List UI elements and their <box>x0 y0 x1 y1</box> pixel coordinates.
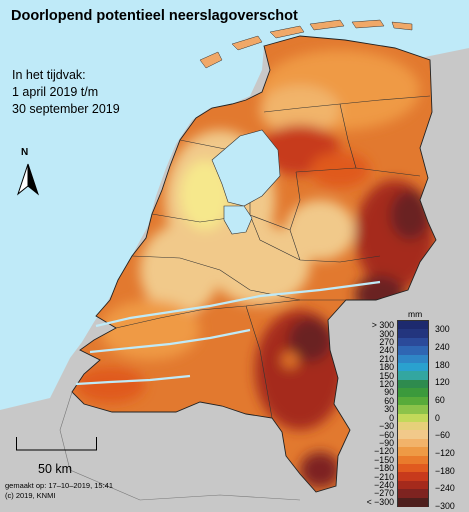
legend-swatch <box>398 321 428 330</box>
scale-label: 50 km <box>38 462 73 476</box>
period-text: In het tijdvak: 1 april 2019 t/m 30 sept… <box>12 67 120 118</box>
legend-label-left: > 300 <box>371 320 394 331</box>
legend-swatch <box>398 421 428 431</box>
legend-label-right: −120 <box>435 448 455 459</box>
legend-label-left: 270 <box>379 337 394 348</box>
legend-swatch <box>398 405 428 415</box>
legend-label-left: −180 <box>374 463 394 474</box>
wadden-islands <box>199 19 413 69</box>
legend-label-left: 180 <box>379 362 394 373</box>
legend-label-left: −240 <box>374 479 394 490</box>
scale-bar <box>16 437 97 451</box>
legend-label-left: −210 <box>374 471 394 482</box>
legend-label-left: −90 <box>379 437 394 448</box>
legend-label-left: 90 <box>384 387 394 398</box>
rivers <box>75 280 381 386</box>
legend-label-left: −120 <box>374 446 394 457</box>
legend-swatch <box>398 379 428 389</box>
color-legend: mm > 300 300 270 240 210 180 150 120 90 60 30 0 −30−… <box>363 306 469 512</box>
ijsselmeer <box>211 129 281 207</box>
legend-label-left: < −300 <box>366 496 394 507</box>
legend-swatch <box>398 346 428 356</box>
north-sea <box>0 0 469 410</box>
legend-label-right: 120 <box>435 377 450 388</box>
legend-label-left: 240 <box>379 345 394 356</box>
period-line-1: In het tijdvak: <box>12 68 86 82</box>
legend-swatch <box>398 388 428 398</box>
legend-swatch <box>398 447 428 457</box>
legend-swatch <box>398 371 428 381</box>
legend-swatch <box>398 354 428 364</box>
legend-label-left: 120 <box>379 379 394 390</box>
north-arrow-icon <box>16 163 40 196</box>
legend-swatch <box>398 463 428 473</box>
legend-label-right: −240 <box>435 483 455 494</box>
period-line-3: 30 september 2019 <box>12 102 120 116</box>
legend-swatch <box>398 363 428 373</box>
legend-label-right: −180 <box>435 465 455 476</box>
legend-label-right: 180 <box>435 359 450 370</box>
legend-unit: mm <box>408 309 423 319</box>
foreign-border <box>59 391 301 501</box>
legend-swatch <box>398 413 428 423</box>
legend-swatch <box>398 472 428 482</box>
copyright-text: (c) 2019, KNMI <box>5 491 56 500</box>
north-label: N <box>21 147 29 158</box>
map-title: Doorlopend potentieel neerslagoverschot <box>11 8 298 24</box>
period-line-2: 1 april 2019 t/m <box>12 85 99 99</box>
legend-label-left: −60 <box>379 429 394 440</box>
legend-swatch <box>398 438 428 448</box>
country-outline <box>71 35 437 493</box>
legend-label-right: 300 <box>435 324 450 335</box>
legend-colorbar <box>397 320 429 507</box>
legend-label-left: −30 <box>379 421 394 432</box>
legend-swatch <box>398 329 428 339</box>
legend-label-left: 210 <box>379 353 394 364</box>
legend-label-right: 240 <box>435 342 450 353</box>
legend-label-left: 300 <box>379 328 394 339</box>
legend-label-left: −150 <box>374 454 394 465</box>
legend-label-right: −60 <box>435 430 450 441</box>
legend-swatch <box>398 337 428 347</box>
legend-label-right: 0 <box>435 412 440 423</box>
markermeer <box>223 205 253 235</box>
legend-swatch <box>398 455 428 465</box>
legend-swatch <box>398 497 428 507</box>
legend-swatch <box>398 396 428 406</box>
legend-label-left: 150 <box>379 370 394 381</box>
legend-label-left: 60 <box>384 395 394 406</box>
legend-swatch <box>398 489 428 499</box>
legend-label-right: 60 <box>435 395 445 406</box>
legend-label-right: −300 <box>435 501 455 511</box>
legend-label-left: 0 <box>389 412 394 423</box>
credits: gemaakt op: 17–10–2019, 15:41 (c) 2019, … <box>5 481 113 501</box>
legend-label-left: 30 <box>384 404 394 415</box>
legend-swatch <box>398 430 428 440</box>
legend-label-left: −270 <box>374 488 394 499</box>
made-on-text: gemaakt op: 17–10–2019, 15:41 <box>5 481 114 490</box>
legend-swatch <box>398 480 428 490</box>
